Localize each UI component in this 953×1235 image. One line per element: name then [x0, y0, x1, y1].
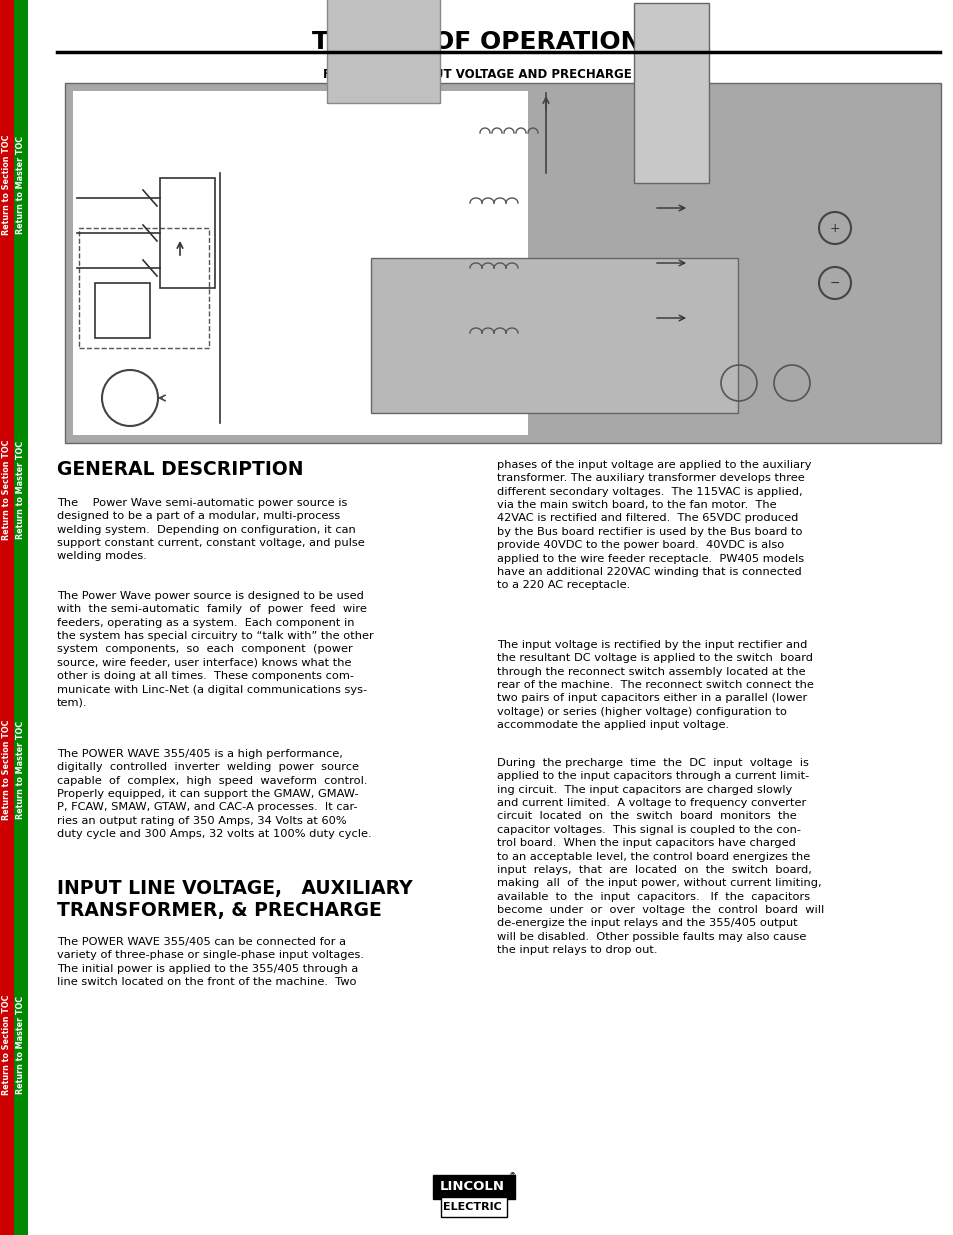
Text: −: −	[829, 277, 840, 289]
Bar	[79, 228, 209, 348]
Bar	[634, 2, 708, 183]
Text: Return to Section TOC: Return to Section TOC	[3, 135, 11, 235]
Bar	[160, 178, 214, 288]
Text: The POWER WAVE 355/405 can be connected for a
variety of three-phase or single-p: The POWER WAVE 355/405 can be connected …	[57, 937, 364, 987]
Bar	[371, 258, 738, 412]
Bar	[0, 0, 14, 1235]
Text: Return to Master TOC: Return to Master TOC	[16, 441, 26, 538]
Text: GENERAL DESCRIPTION: GENERAL DESCRIPTION	[57, 459, 303, 479]
Text: Return to Section TOC: Return to Section TOC	[3, 440, 11, 540]
Text: Return to Master TOC: Return to Master TOC	[16, 136, 26, 235]
Text: Return to Section TOC: Return to Section TOC	[3, 994, 11, 1095]
Text: INPUT LINE VOLTAGE,   AUXILIARY
TRANSFORMER, & PRECHARGE: INPUT LINE VOLTAGE, AUXILIARY TRANSFORME…	[57, 879, 413, 920]
Text: ®: ®	[509, 1172, 517, 1182]
Text: Return to Master TOC: Return to Master TOC	[16, 721, 26, 819]
Bar	[73, 91, 527, 435]
Text: The    Power Wave semi-automatic power source is
designed to be a part of a modu: The Power Wave semi-automatic power sour…	[57, 498, 364, 562]
Text: LINCOLN: LINCOLN	[439, 1181, 504, 1193]
Text: +: +	[829, 221, 840, 235]
Text: FIGURE E.2 – INPUT VOLTAGE AND PRECHARGE: FIGURE E.2 – INPUT VOLTAGE AND PRECHARGE	[322, 68, 631, 82]
Text: The POWER WAVE 355/405 is a high performance,
digitally  controlled  inverter  w: The POWER WAVE 355/405 is a high perform…	[57, 748, 372, 839]
Bar	[95, 283, 150, 338]
Text: Return to Master TOC: Return to Master TOC	[16, 995, 26, 1094]
Bar	[327, 0, 439, 103]
Text: The input voltage is rectified by the input rectifier and
the resultant DC volta: The input voltage is rectified by the in…	[497, 640, 813, 730]
Bar	[433, 1174, 515, 1199]
Text: Return to Section TOC: Return to Section TOC	[3, 720, 11, 820]
Text: ELECTRIC: ELECTRIC	[442, 1202, 501, 1212]
Text: THEORY OF OPERATION: THEORY OF OPERATION	[312, 30, 641, 54]
Text: The Power Wave power source is designed to be used
with  the semi-automatic  fam: The Power Wave power source is designed …	[57, 592, 374, 708]
Text: phases of the input voltage are applied to the auxiliary
transformer. The auxili: phases of the input voltage are applied …	[497, 459, 811, 590]
Bar	[65, 83, 940, 443]
Bar	[440, 1197, 506, 1216]
Bar	[14, 0, 28, 1235]
Text: During  the precharge  time  the  DC  input  voltage  is
applied to the input ca: During the precharge time the DC input v…	[497, 758, 823, 955]
